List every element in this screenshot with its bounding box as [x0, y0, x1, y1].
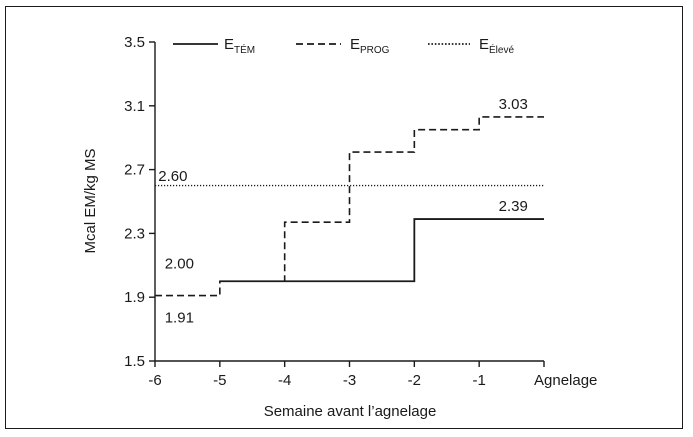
- legend-item-prog: EPROG: [296, 36, 390, 56]
- x-tick-label: -1: [472, 372, 485, 389]
- x-tick-label: -4: [278, 372, 291, 389]
- x-tick-label: -3: [343, 372, 356, 389]
- y-tick-label: 1.5: [124, 353, 145, 370]
- y-tick-label: 3.5: [124, 34, 145, 51]
- x-tick-label: -2: [408, 372, 421, 389]
- y-ticks: 1.5 1.9 2.3 2.7 3.1 3.5: [124, 34, 155, 370]
- legend-label-eleve: EÉlevé: [479, 36, 514, 56]
- data-label: 2.39: [499, 198, 528, 215]
- y-axis-title: Mcal EM/kg MS: [82, 148, 99, 253]
- legend-label-tem: ETÉM: [224, 36, 255, 56]
- series-line-solid: [220, 219, 544, 281]
- series-line-dashed: [155, 117, 544, 296]
- legend-item-eleve: EÉlevé: [428, 36, 514, 56]
- legend-label-prog: EPROG: [350, 36, 390, 56]
- data-label: 2.60: [158, 168, 187, 185]
- x-tick-label: -5: [213, 372, 226, 389]
- data-label: 1.91: [165, 310, 194, 327]
- data-label: 2.00: [165, 255, 194, 272]
- y-tick-label: 3.1: [124, 98, 145, 115]
- legend-item-tem: ETÉM: [173, 36, 255, 56]
- x-axis-title: Semaine avant l’agnelage: [264, 403, 437, 420]
- y-tick-label: 2.7: [124, 162, 145, 179]
- series-group: [155, 117, 544, 296]
- legend: ETÉM EPROG EÉlevé: [173, 36, 514, 56]
- x-tick-label: Agnelage: [534, 372, 597, 389]
- y-tick-label: 1.9: [124, 289, 145, 306]
- x-ticks: -6 -5 -4 -3 -2 -1 Agnelage: [148, 361, 597, 389]
- annotations: 2.60 2.00 1.91 2.39 3.03: [158, 96, 528, 327]
- x-tick-label: -6: [148, 372, 161, 389]
- y-tick-label: 2.3: [124, 225, 145, 242]
- data-label: 3.03: [499, 96, 528, 113]
